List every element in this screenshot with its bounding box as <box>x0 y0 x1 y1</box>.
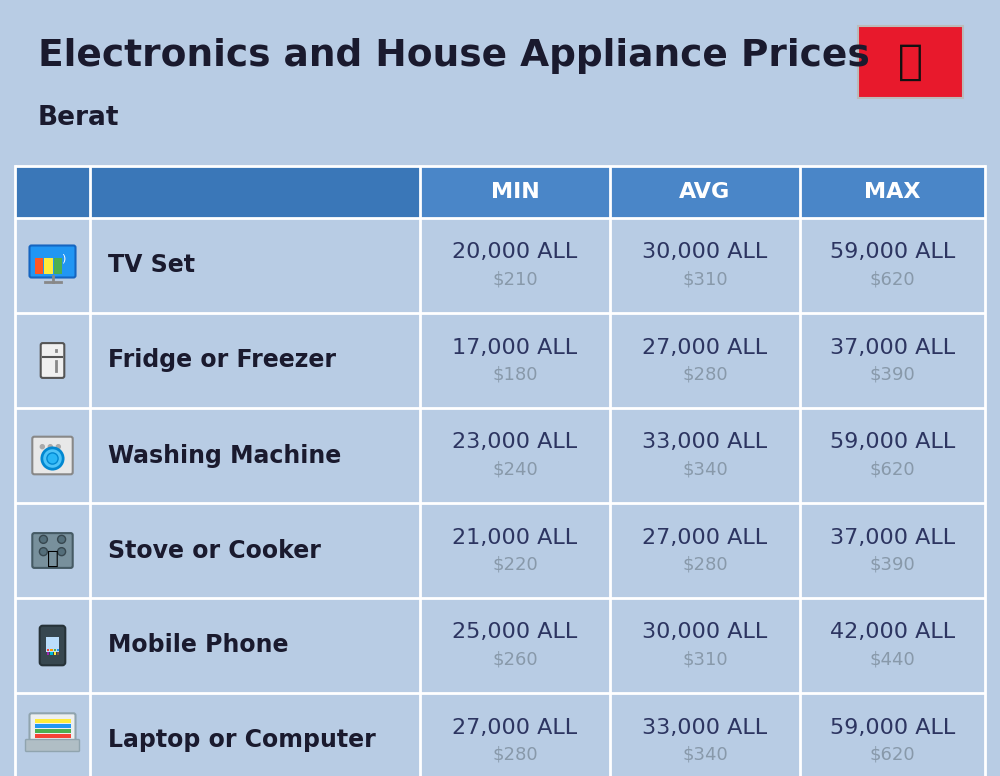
Text: 21,000 ALL: 21,000 ALL <box>452 528 578 548</box>
Text: $390: $390 <box>870 365 915 383</box>
Bar <box>54 652 56 654</box>
Text: Mobile Phone: Mobile Phone <box>108 633 288 657</box>
Text: 🔥: 🔥 <box>47 549 58 568</box>
Text: $210: $210 <box>492 271 538 289</box>
Text: 30,000 ALL: 30,000 ALL <box>642 242 768 262</box>
Bar <box>15 408 985 503</box>
FancyBboxPatch shape <box>858 26 963 98</box>
Bar <box>34 724 70 728</box>
Text: 37,000 ALL: 37,000 ALL <box>830 528 955 548</box>
Text: 17,000 ALL: 17,000 ALL <box>452 338 578 358</box>
Bar <box>50 649 52 651</box>
Text: Stove or Cooker: Stove or Cooker <box>108 539 321 563</box>
Bar <box>46 636 59 653</box>
Text: MIN: MIN <box>491 182 539 202</box>
Text: Electronics and House Appliance Prices: Electronics and House Appliance Prices <box>38 38 870 74</box>
Circle shape <box>39 548 47 556</box>
Bar <box>34 733 70 737</box>
Text: $280: $280 <box>492 746 538 764</box>
Bar <box>34 258 43 273</box>
Text: $260: $260 <box>492 650 538 668</box>
Text: AVG: AVG <box>679 182 731 202</box>
Text: 33,000 ALL: 33,000 ALL <box>642 432 768 452</box>
Bar <box>57 652 59 654</box>
Bar <box>47 649 49 651</box>
Text: 20,000 ALL: 20,000 ALL <box>452 242 578 262</box>
Text: 59,000 ALL: 59,000 ALL <box>830 242 955 262</box>
Text: Laptop or Computer: Laptop or Computer <box>108 729 376 753</box>
Text: 33,000 ALL: 33,000 ALL <box>642 718 768 737</box>
Bar <box>15 166 420 218</box>
Bar <box>57 649 59 651</box>
Text: $620: $620 <box>870 746 915 764</box>
Text: $310: $310 <box>682 650 728 668</box>
FancyBboxPatch shape <box>41 343 64 378</box>
Text: $240: $240 <box>492 460 538 479</box>
Text: $390: $390 <box>870 556 915 573</box>
Bar <box>15 503 985 598</box>
Text: $310: $310 <box>682 271 728 289</box>
Circle shape <box>58 535 66 543</box>
Text: $340: $340 <box>682 746 728 764</box>
Bar <box>15 313 985 408</box>
Text: Washing Machine: Washing Machine <box>108 444 341 467</box>
FancyBboxPatch shape <box>32 437 73 474</box>
Text: $280: $280 <box>682 365 728 383</box>
Text: $180: $180 <box>492 365 538 383</box>
Bar <box>34 729 70 733</box>
Bar <box>15 693 985 776</box>
Text: $620: $620 <box>870 271 915 289</box>
Text: 59,000 ALL: 59,000 ALL <box>830 718 955 737</box>
FancyBboxPatch shape <box>32 533 73 568</box>
FancyBboxPatch shape <box>40 625 65 665</box>
Circle shape <box>48 445 52 449</box>
Bar <box>54 649 56 651</box>
Text: TV Set: TV Set <box>108 254 195 278</box>
Circle shape <box>56 445 60 449</box>
Circle shape <box>40 445 44 449</box>
Text: $620: $620 <box>870 460 915 479</box>
Circle shape <box>58 548 66 556</box>
Text: 59,000 ALL: 59,000 ALL <box>830 432 955 452</box>
FancyBboxPatch shape <box>30 713 76 743</box>
Bar <box>47 652 49 654</box>
Text: 27,000 ALL: 27,000 ALL <box>452 718 578 737</box>
Circle shape <box>39 535 47 543</box>
Text: $340: $340 <box>682 460 728 479</box>
Text: $220: $220 <box>492 556 538 573</box>
Text: $280: $280 <box>682 556 728 573</box>
Bar <box>54 258 62 273</box>
Text: Berat: Berat <box>38 105 120 131</box>
Bar <box>15 218 985 313</box>
Text: 🦅: 🦅 <box>898 41 923 83</box>
Bar <box>44 258 52 273</box>
Text: ): ) <box>61 254 66 264</box>
Bar <box>34 719 70 723</box>
FancyBboxPatch shape <box>26 740 80 751</box>
Bar <box>15 598 985 693</box>
Text: Fridge or Freezer: Fridge or Freezer <box>108 348 336 372</box>
Text: 42,000 ALL: 42,000 ALL <box>830 622 955 643</box>
FancyBboxPatch shape <box>30 245 76 278</box>
Text: 25,000 ALL: 25,000 ALL <box>452 622 578 643</box>
Bar <box>50 652 52 654</box>
Text: 27,000 ALL: 27,000 ALL <box>642 528 768 548</box>
Text: 37,000 ALL: 37,000 ALL <box>830 338 955 358</box>
Text: $440: $440 <box>870 650 915 668</box>
Text: 23,000 ALL: 23,000 ALL <box>452 432 578 452</box>
Text: 30,000 ALL: 30,000 ALL <box>642 622 768 643</box>
Text: MAX: MAX <box>864 182 921 202</box>
Text: 27,000 ALL: 27,000 ALL <box>642 338 768 358</box>
Circle shape <box>47 453 58 464</box>
Bar <box>63 258 72 273</box>
Circle shape <box>42 448 63 469</box>
Bar <box>15 166 985 218</box>
